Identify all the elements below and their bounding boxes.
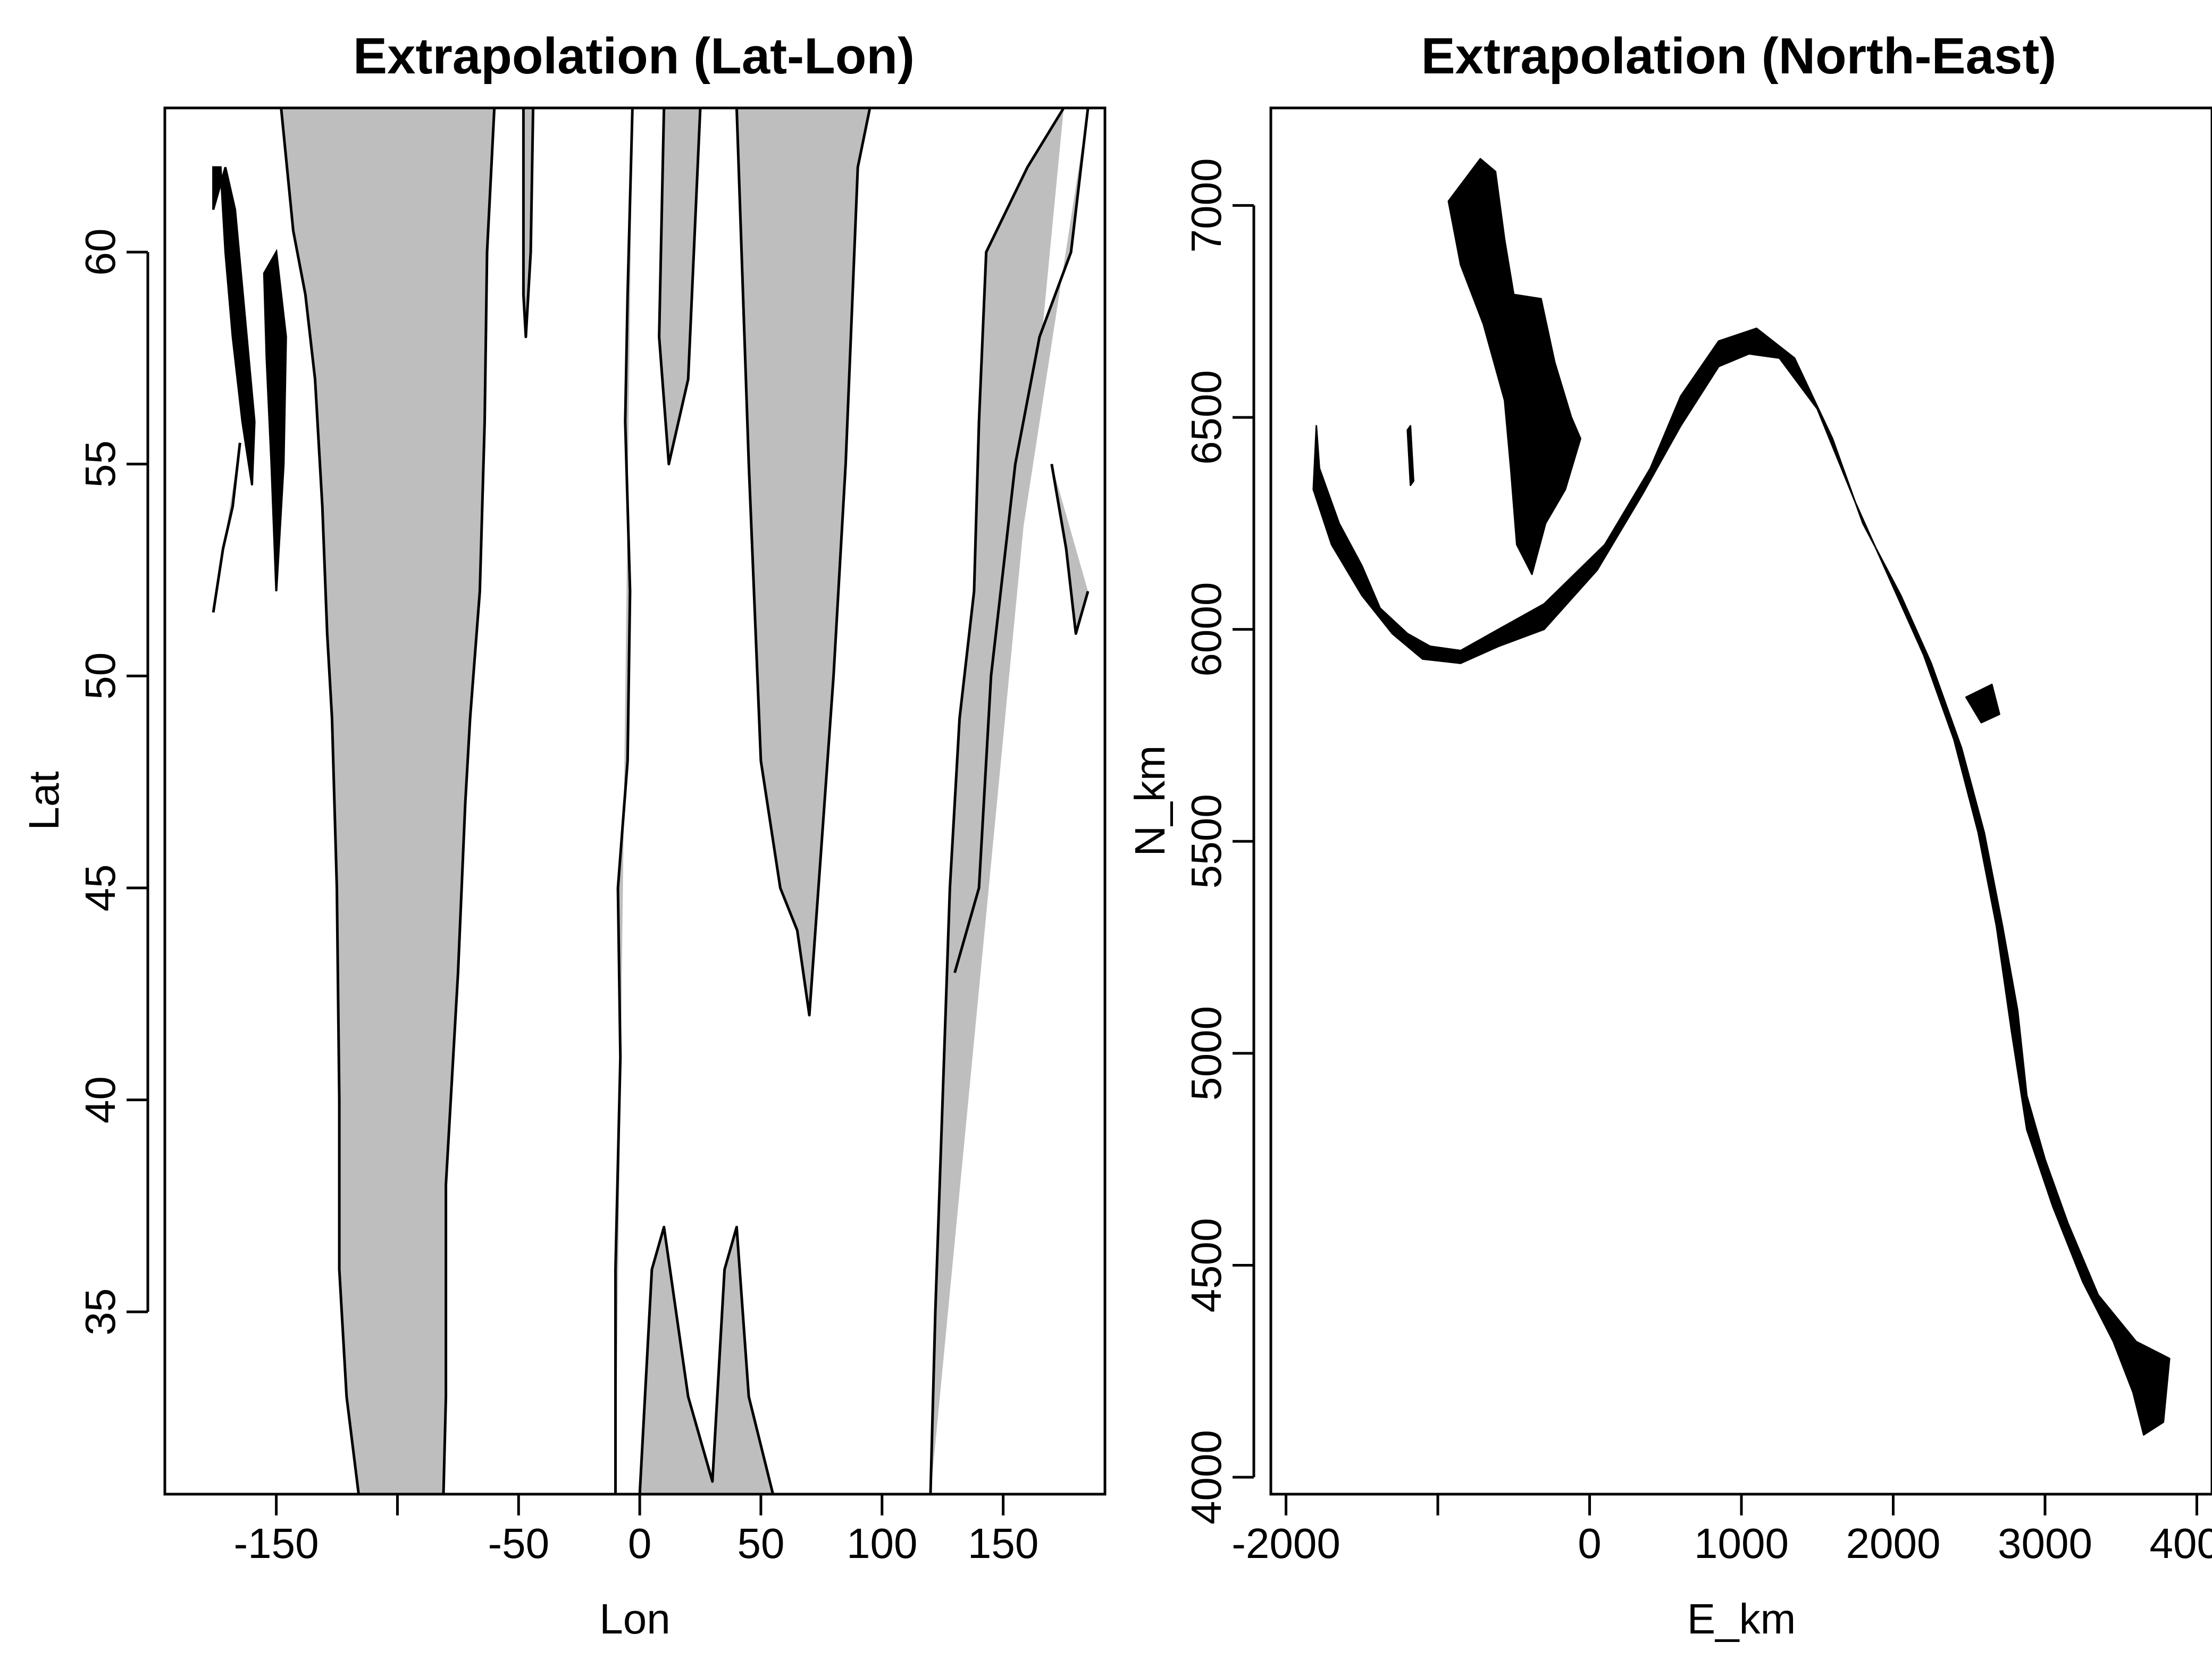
land-outline — [1050, 464, 1090, 635]
extrapolation-region — [1406, 425, 1414, 487]
plot-frame — [163, 106, 1107, 1496]
x-tick-label: -2000 — [1231, 1520, 1340, 1567]
land-outline — [953, 108, 1090, 974]
x-tick-label: 0 — [1578, 1520, 1602, 1567]
panel-lat-lon: Extrapolation (Lat-Lon) -150 -50 0 50 100 150… — [20, 28, 1107, 1643]
x-tick-label: 50 — [737, 1520, 784, 1567]
y-tick-label: 5500 — [1183, 794, 1230, 889]
x-axis-label: Lon — [599, 1595, 670, 1643]
y-tick-label: 5000 — [1183, 1006, 1230, 1101]
y-tick-label: 40 — [77, 1076, 124, 1124]
y-tick-label: 7000 — [1183, 158, 1230, 253]
y-tick-label: 60 — [77, 229, 124, 276]
y-tick-label: 55 — [77, 440, 124, 488]
x-tick-label: 1000 — [1694, 1520, 1789, 1567]
panel-north-east: Extrapolation (North-East) -2000 0 1000 200… — [1126, 28, 2212, 1643]
x-tick-label: -150 — [234, 1520, 319, 1567]
x-tick-label: 2000 — [1846, 1520, 1940, 1567]
x-axis: -2000 0 1000 2000 3000 4000 — [1231, 1494, 2212, 1567]
y-tick-label: 35 — [77, 1288, 124, 1336]
chart-title: Extrapolation (North-East) — [1421, 28, 2057, 85]
x-tick-label: 100 — [847, 1520, 917, 1567]
land-outline — [929, 108, 1065, 1494]
land-polygons — [212, 108, 1090, 1494]
extrapolation-regions — [212, 166, 287, 592]
y-axis: 35 40 45 50 55 60 — [77, 229, 149, 1336]
x-tick-label: 0 — [628, 1520, 652, 1567]
land-outline — [522, 108, 535, 338]
y-axis-label: Lat — [20, 771, 68, 830]
x-tick-label: -50 — [488, 1520, 549, 1567]
extrapolation-region — [1447, 158, 1581, 575]
x-tick-label: 4000 — [2149, 1520, 2212, 1567]
chart-title: Extrapolation (Lat-Lon) — [353, 28, 915, 85]
y-tick-label: 6000 — [1183, 582, 1230, 677]
land-outline — [212, 442, 241, 613]
y-tick-label: 6500 — [1183, 370, 1230, 465]
land-outline — [638, 1226, 775, 1494]
extrapolation-regions — [1312, 158, 2171, 1436]
y-tick-label: 4000 — [1183, 1430, 1230, 1524]
y-axis: 4000 4500 5000 5500 6000 6500 7000 — [1183, 158, 1255, 1524]
plot-frame — [1269, 106, 2212, 1496]
y-axis-label: N_km — [1126, 745, 1174, 857]
land-outline — [614, 108, 634, 1494]
x-tick-label: 3000 — [1998, 1520, 2092, 1567]
x-axis: -150 -50 0 50 100 150 — [234, 1494, 1038, 1567]
y-tick-label: 50 — [77, 652, 124, 700]
x-tick-label: 150 — [968, 1520, 1038, 1567]
extrapolation-region — [212, 166, 256, 485]
extrapolation-region — [263, 248, 287, 592]
x-axis-label: E_km — [1687, 1595, 1796, 1643]
extrapolation-region — [1965, 683, 2000, 724]
y-tick-label: 4500 — [1183, 1218, 1230, 1313]
land-outline — [735, 108, 872, 1017]
extrapolation-region — [1312, 328, 2171, 1436]
y-tick-label: 45 — [77, 864, 124, 911]
land-outline — [658, 108, 702, 466]
land-outline — [280, 108, 496, 1494]
